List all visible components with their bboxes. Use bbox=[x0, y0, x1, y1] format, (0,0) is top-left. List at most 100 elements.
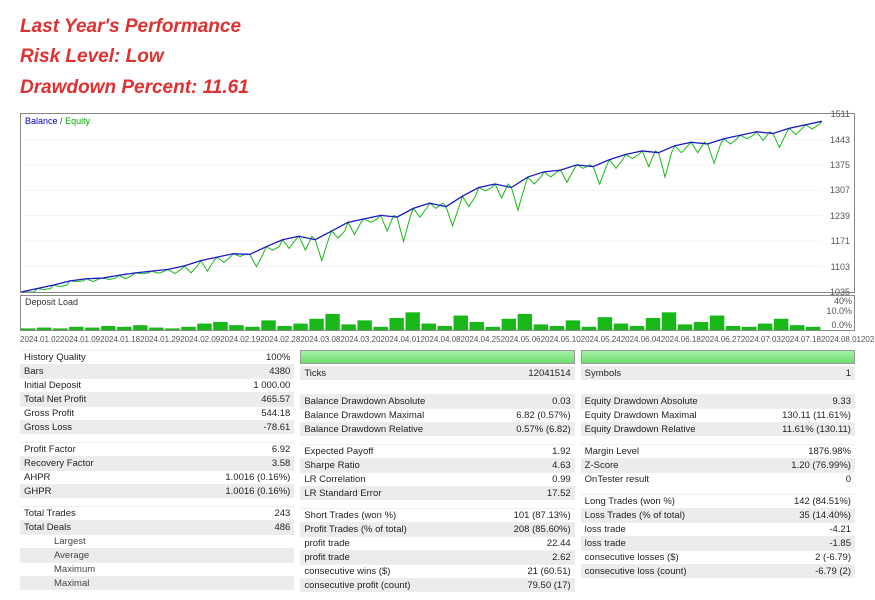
stat-row: Symbols1 bbox=[581, 366, 855, 380]
header-line-1: Last Year's Performance bbox=[20, 12, 855, 42]
stat-label: Gross Profit bbox=[24, 408, 261, 419]
stat-value: 465.57 bbox=[261, 394, 290, 405]
stat-label: Initial Deposit bbox=[24, 380, 253, 391]
stat-label: Long Trades (won %) bbox=[585, 496, 794, 507]
stat-value: 0.03 bbox=[552, 396, 571, 407]
stat-value: 11.61% (130.11) bbox=[782, 424, 851, 435]
stat-value: 208 (85.60%) bbox=[514, 524, 571, 535]
x-tick: 2024.01.29 bbox=[140, 335, 180, 344]
x-tick: 2024.01.02 bbox=[20, 335, 60, 344]
stat-value: 0 bbox=[846, 474, 851, 485]
stat-value: 79.50 (17) bbox=[527, 580, 570, 591]
stat-row: Profit Factor6.92 bbox=[20, 442, 294, 456]
stat-label: profit trade bbox=[304, 552, 552, 563]
stat-value: 4380 bbox=[269, 366, 290, 377]
stat-value: 243 bbox=[274, 508, 290, 519]
stat-value: 17.52 bbox=[547, 488, 571, 499]
stat-value: 100% bbox=[266, 352, 290, 363]
x-tick: 2024.06.27 bbox=[701, 335, 741, 344]
stat-row: Total Net Profit465.57 bbox=[20, 392, 294, 406]
y-tick: 1239 bbox=[830, 211, 850, 221]
stat-label: Z-Score bbox=[585, 460, 792, 471]
stat-value: 1 000.00 bbox=[253, 380, 290, 391]
stat-label: AHPR bbox=[24, 472, 225, 483]
x-tick: 2024.06.18 bbox=[661, 335, 701, 344]
stat-label: Balance Drawdown Maximal bbox=[304, 410, 516, 421]
stat-value: 544.18 bbox=[261, 408, 290, 419]
stat-label: Total Net Profit bbox=[24, 394, 261, 405]
stat-label: Ticks bbox=[304, 368, 528, 379]
deposit-y-mid: 10.0% bbox=[826, 306, 852, 316]
stat-row: Recovery Factor3.58 bbox=[20, 456, 294, 470]
stat-value: 12041514 bbox=[528, 368, 570, 379]
x-tick: 2024.05.10 bbox=[541, 335, 581, 344]
stat-row: profit trade2.62 bbox=[300, 550, 574, 564]
deposit-svg bbox=[21, 296, 822, 330]
stat-label: LR Standard Error bbox=[304, 488, 547, 499]
stat-row: Equity Drawdown Maximal130.11 (11.61%) bbox=[581, 408, 855, 422]
deposit-load-chart: Deposit Load 40% 10.0% 0.0% bbox=[20, 295, 855, 331]
header-line-3: Drawdown Percent: 11.61 bbox=[20, 73, 855, 103]
stat-value: 1 bbox=[846, 368, 851, 379]
stat-row: Maximal bbox=[20, 576, 294, 590]
stat-label: Total Trades bbox=[24, 508, 274, 519]
stat-value: -1.85 bbox=[829, 538, 851, 549]
stat-row: Equity Drawdown Absolute9.33 bbox=[581, 394, 855, 408]
stat-row: Total Deals486 bbox=[20, 520, 294, 534]
stat-label: consecutive profit (count) bbox=[304, 580, 527, 591]
stat-row: Gross Profit544.18 bbox=[20, 406, 294, 420]
stat-label: Maximal bbox=[24, 578, 290, 589]
stat-row: LR Correlation0.99 bbox=[300, 472, 574, 486]
stat-row: LR Standard Error17.52 bbox=[300, 486, 574, 500]
stat-value: -78.61 bbox=[263, 422, 290, 433]
stat-label: Recovery Factor bbox=[24, 458, 272, 469]
overlay-header: Last Year's Performance Risk Level: Low … bbox=[20, 12, 855, 103]
x-tick: 2024.03.20 bbox=[340, 335, 380, 344]
stat-label: Loss Trades (% of total) bbox=[585, 510, 800, 521]
stat-value: 6.92 bbox=[272, 444, 291, 455]
header-line-2: Risk Level: Low bbox=[20, 42, 855, 72]
stat-label: consecutive losses ($) bbox=[585, 552, 815, 563]
stat-row: GHPR1.0016 (0.16%) bbox=[20, 484, 294, 498]
x-tick: 2024.02.19 bbox=[220, 335, 260, 344]
stat-row: Sharpe Ratio4.63 bbox=[300, 458, 574, 472]
x-tick: 2024.04.01 bbox=[380, 335, 420, 344]
stats-col-3: Symbols1 Equity Drawdown Absolute9.33Equ… bbox=[581, 350, 855, 592]
x-tick: 2024.08.14 bbox=[861, 335, 875, 344]
stat-value: 130.11 (11.61%) bbox=[782, 410, 851, 421]
y-axis: 15111443137513071239117111031035 bbox=[822, 114, 852, 292]
quality-bar bbox=[300, 350, 574, 364]
stat-label: Balance Drawdown Absolute bbox=[304, 396, 552, 407]
stat-label: GHPR bbox=[24, 486, 225, 497]
stat-row: OnTester result0 bbox=[581, 472, 855, 486]
deposit-y-top: 40% bbox=[834, 296, 852, 306]
stat-label: Equity Drawdown Absolute bbox=[585, 396, 833, 407]
stat-row: loss trade-4.21 bbox=[581, 522, 855, 536]
stats-col-2: Ticks12041514 Balance Drawdown Absolute0… bbox=[300, 350, 574, 592]
x-tick: 2024.05.24 bbox=[581, 335, 621, 344]
stat-value: 1876.98% bbox=[808, 446, 851, 457]
stat-row: Balance Drawdown Maximal6.82 (0.57%) bbox=[300, 408, 574, 422]
stat-row: Profit Trades (% of total)208 (85.60%) bbox=[300, 522, 574, 536]
chart-svg bbox=[21, 114, 822, 292]
stat-row: Bars4380 bbox=[20, 364, 294, 378]
equity-chart: Balance / Equity 15111443137513071239117… bbox=[20, 113, 855, 293]
stat-label: Largest bbox=[24, 536, 290, 547]
stat-row: Z-Score1.20 (76.99%) bbox=[581, 458, 855, 472]
x-axis: 2024.01.022024.01.092024.01.182024.01.29… bbox=[20, 333, 855, 350]
stat-value: 35 (14.40%) bbox=[799, 510, 851, 521]
stat-value: 21 (60.51) bbox=[527, 566, 570, 577]
stat-value: 6.82 (0.57%) bbox=[516, 410, 570, 421]
stat-value: 2.62 bbox=[552, 552, 571, 563]
stats-col-1: History Quality100%Bars4380 Initial Depos… bbox=[20, 350, 294, 592]
stat-row: consecutive loss (count)-6.79 (2) bbox=[581, 564, 855, 578]
stat-label: History Quality bbox=[24, 352, 266, 363]
stat-value: 9.33 bbox=[832, 396, 851, 407]
stat-value: 486 bbox=[274, 522, 290, 533]
stat-value: 4.63 bbox=[552, 460, 571, 471]
deposit-y-bot: 0.0% bbox=[831, 320, 852, 330]
stat-label: Balance Drawdown Relative bbox=[304, 424, 516, 435]
x-tick: 2024.02.28 bbox=[260, 335, 300, 344]
stat-row: consecutive wins ($)21 (60.51) bbox=[300, 564, 574, 578]
stat-label: Average bbox=[24, 550, 290, 561]
